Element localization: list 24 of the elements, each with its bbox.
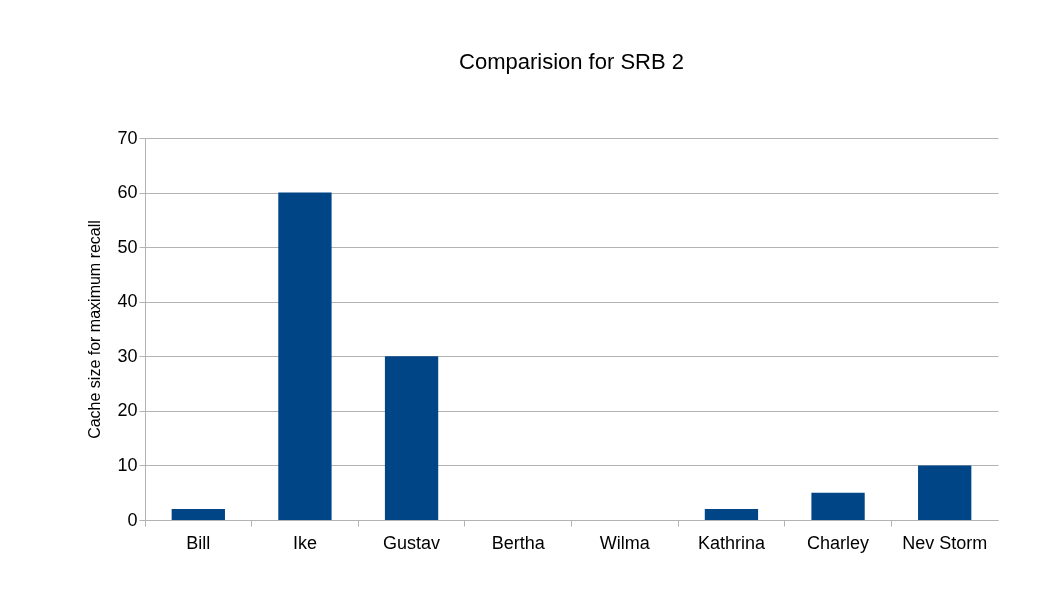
y-tick-label: 0 xyxy=(127,509,138,530)
x-tick-label: Charley xyxy=(807,532,870,553)
x-tick-label: Gustav xyxy=(383,532,441,553)
x-tick-label: Nev Storm xyxy=(902,532,988,553)
y-tick-label: 40 xyxy=(117,291,138,312)
bar xyxy=(384,356,439,520)
y-tick-label: 20 xyxy=(117,400,138,421)
bar xyxy=(811,492,865,520)
x-tick-label: Bertha xyxy=(491,532,546,553)
y-tick-label: 70 xyxy=(117,127,138,148)
y-axis-title: Cache size for maximum recall xyxy=(86,220,104,439)
bar xyxy=(278,192,332,520)
chart-title: Comparision for SRB 2 xyxy=(459,49,684,74)
bar xyxy=(171,509,225,520)
y-tick-label: 10 xyxy=(117,454,138,475)
y-tick-label: 50 xyxy=(117,236,138,257)
bar xyxy=(918,465,972,520)
x-tick-label: Ike xyxy=(292,532,317,553)
x-tick-label: Kathrina xyxy=(697,532,766,553)
y-tick-label: 30 xyxy=(117,345,138,366)
bar xyxy=(704,509,759,520)
x-tick-label: Wilma xyxy=(599,532,651,553)
x-tick-label: Bill xyxy=(186,532,211,553)
y-tick-label: 60 xyxy=(117,182,138,203)
